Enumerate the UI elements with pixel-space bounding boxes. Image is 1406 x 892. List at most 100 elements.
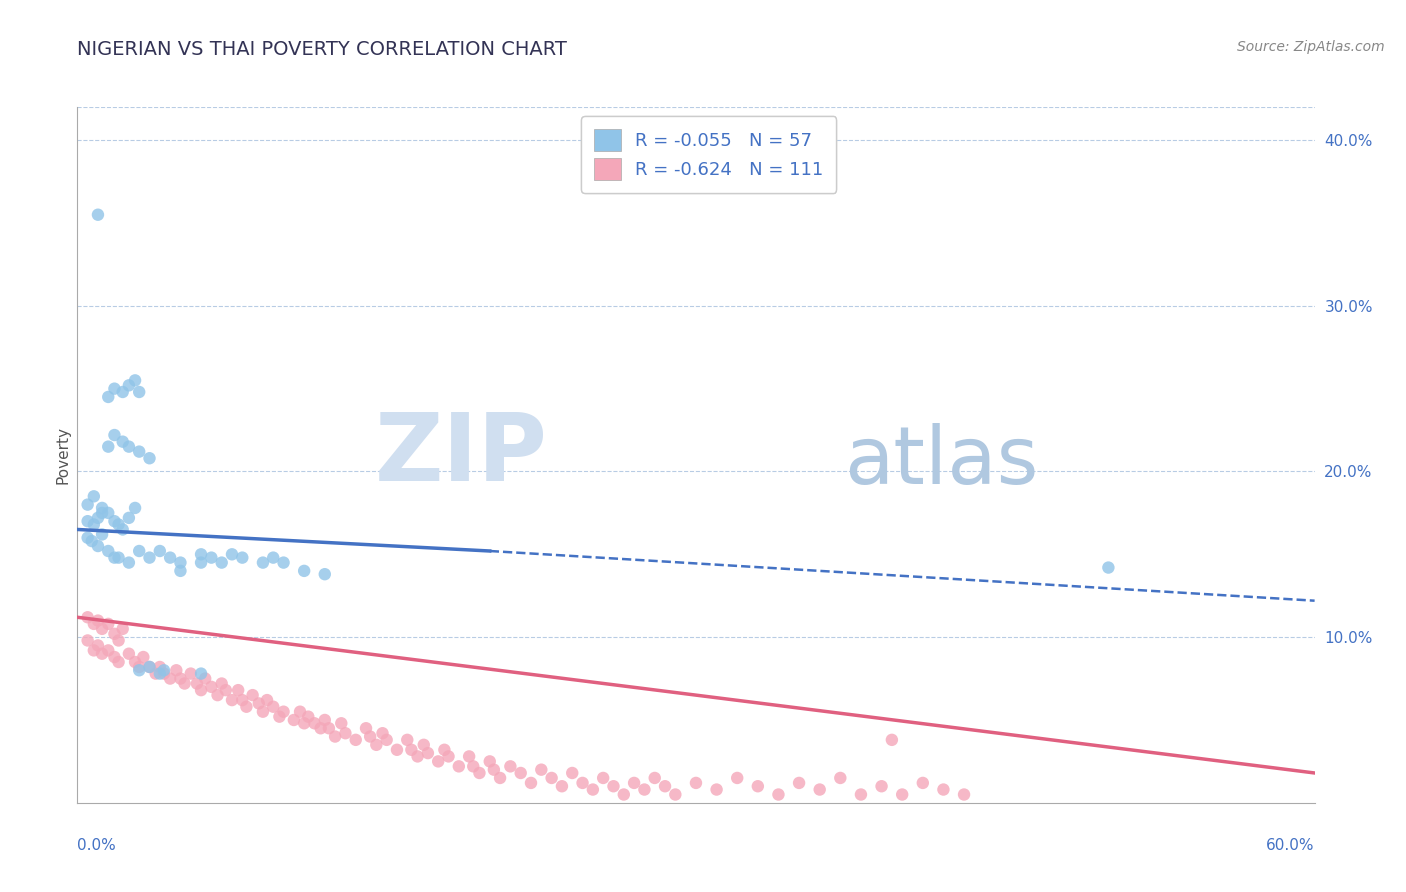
Point xyxy=(262,550,284,565)
Point xyxy=(706,782,728,797)
Point xyxy=(911,776,934,790)
Point xyxy=(371,726,394,740)
Point xyxy=(165,663,187,677)
Point xyxy=(215,683,238,698)
Point xyxy=(91,500,114,515)
Point xyxy=(128,384,150,399)
Point xyxy=(354,721,377,735)
Point xyxy=(323,730,346,744)
Point xyxy=(231,693,253,707)
Y-axis label: Poverty: Poverty xyxy=(55,425,70,484)
Text: NIGERIAN VS THAI POVERTY CORRELATION CHART: NIGERIAN VS THAI POVERTY CORRELATION CHA… xyxy=(77,40,567,59)
Point xyxy=(118,511,141,525)
Point xyxy=(401,743,423,757)
Point xyxy=(304,716,326,731)
Point xyxy=(359,730,381,744)
Point xyxy=(273,705,295,719)
Point xyxy=(138,550,160,565)
Point xyxy=(149,660,172,674)
Point xyxy=(482,763,505,777)
Point xyxy=(132,650,155,665)
Point xyxy=(180,666,202,681)
Point xyxy=(427,755,450,769)
Point xyxy=(747,779,769,793)
Point xyxy=(458,749,481,764)
Point xyxy=(83,616,105,631)
Point xyxy=(91,647,114,661)
Point xyxy=(787,776,810,790)
Text: 0.0%: 0.0% xyxy=(77,838,117,853)
Text: Source: ZipAtlas.com: Source: ZipAtlas.com xyxy=(1237,40,1385,54)
Point xyxy=(159,672,181,686)
Point xyxy=(211,556,233,570)
Point xyxy=(540,771,562,785)
Point xyxy=(118,556,141,570)
Point xyxy=(489,771,512,785)
Point xyxy=(613,788,636,802)
Point xyxy=(128,663,150,677)
Point xyxy=(269,709,291,723)
Point xyxy=(87,614,110,628)
Point xyxy=(173,676,195,690)
Point xyxy=(375,732,398,747)
Point xyxy=(107,655,129,669)
Point xyxy=(725,771,748,785)
Point xyxy=(103,382,125,396)
Point xyxy=(309,721,332,735)
Point xyxy=(138,660,160,674)
Point xyxy=(128,660,150,674)
Point xyxy=(118,647,141,661)
Point xyxy=(76,514,98,528)
Point xyxy=(808,782,831,797)
Point xyxy=(242,688,264,702)
Point xyxy=(252,705,274,719)
Point xyxy=(149,666,172,681)
Point xyxy=(830,771,852,785)
Point xyxy=(207,688,229,702)
Point xyxy=(226,683,249,698)
Point xyxy=(520,776,543,790)
Point xyxy=(335,726,357,740)
Point xyxy=(561,766,583,780)
Point xyxy=(551,779,574,793)
Point xyxy=(344,732,367,747)
Point xyxy=(221,693,243,707)
Point xyxy=(509,766,531,780)
Point xyxy=(468,766,491,780)
Point xyxy=(83,489,105,503)
Point xyxy=(124,373,146,387)
Point xyxy=(194,672,217,686)
Point xyxy=(235,699,257,714)
Point xyxy=(870,779,893,793)
Point xyxy=(571,776,593,790)
Point xyxy=(314,567,336,582)
Point xyxy=(292,716,315,731)
Point xyxy=(107,550,129,565)
Point xyxy=(138,451,160,466)
Point xyxy=(262,699,284,714)
Point xyxy=(623,776,645,790)
Point xyxy=(592,771,614,785)
Point xyxy=(138,660,160,674)
Point xyxy=(169,564,191,578)
Point xyxy=(891,788,914,802)
Point xyxy=(768,788,790,802)
Text: 60.0%: 60.0% xyxy=(1267,838,1315,853)
Point xyxy=(103,650,125,665)
Point xyxy=(76,498,98,512)
Point xyxy=(124,500,146,515)
Point xyxy=(252,556,274,570)
Point xyxy=(685,776,707,790)
Point xyxy=(231,550,253,565)
Point xyxy=(190,547,212,561)
Point xyxy=(288,705,311,719)
Legend: R = -0.055   N = 57, R = -0.624   N = 111: R = -0.055 N = 57, R = -0.624 N = 111 xyxy=(581,116,837,193)
Point xyxy=(103,550,125,565)
Point xyxy=(463,759,485,773)
Point xyxy=(366,738,388,752)
Point xyxy=(200,680,222,694)
Point xyxy=(87,511,110,525)
Point xyxy=(385,743,408,757)
Point xyxy=(107,517,129,532)
Point xyxy=(247,697,270,711)
